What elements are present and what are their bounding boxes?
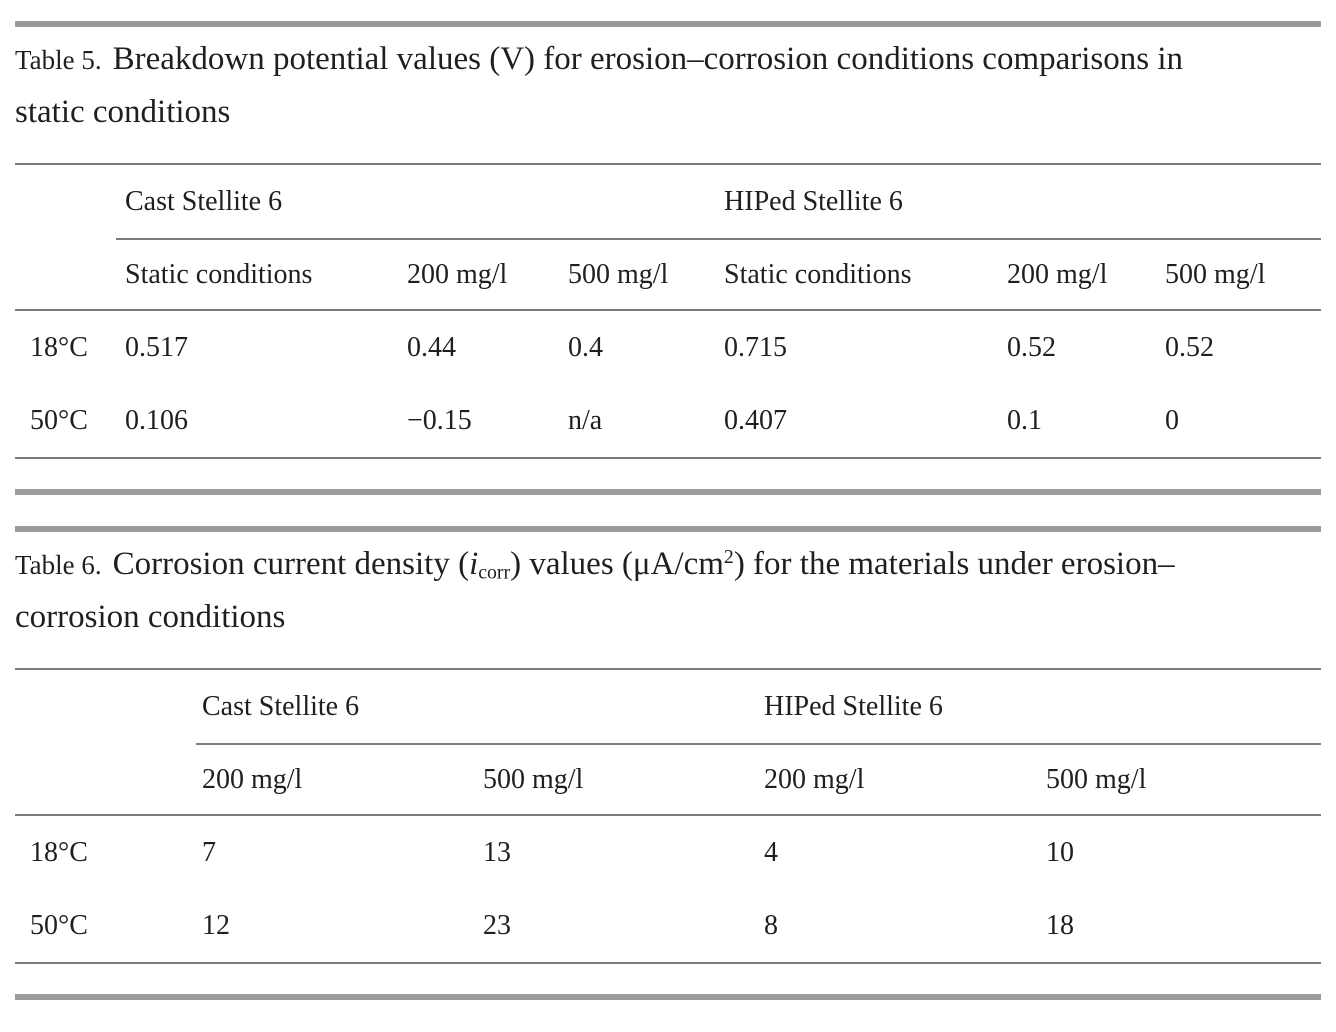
table6-row-50c: 50°C 12 23 8 18 [15, 889, 1321, 963]
table5-group-stub-cell [15, 164, 116, 239]
table5-caption: Table 5. Breakdown potential values (V) f… [15, 33, 1321, 138]
table6-label: Table 6. [15, 550, 102, 580]
table6-caption-var-i: i [469, 546, 479, 582]
table5-row-18c-label: 18°C [30, 331, 88, 363]
table6-caption-post: ) for the materials under erosion– [733, 546, 1175, 582]
table5-col-static-hiped: Static conditions [724, 239, 1008, 311]
table6-cell-50c-200-cast: 12 [202, 909, 230, 941]
table6-caption-line1: Table 6. Corrosion current density (icorr… [15, 538, 1321, 591]
table5-cell-50c-500-cast: n/a [568, 404, 603, 436]
table6-col-200-hiped: 200 mg/l [764, 744, 1047, 816]
table5-cell-50c-static-hiped: 0.407 [724, 404, 788, 436]
table5-cell-18c-200-hiped: 0.52 [1007, 331, 1057, 363]
table5-cell-50c-static-cast: 0.106 [125, 404, 188, 436]
table5-caption-text1: Breakdown potential values (V) for erosi… [112, 41, 1184, 77]
table6-bottom-heavy-rule [15, 994, 1321, 1000]
table6-cell-18c-500-hiped: 10 [1046, 836, 1075, 868]
table5-col-static-cast: Static conditions [116, 239, 407, 311]
table6-caption-line2: corrosion conditions [15, 591, 1321, 643]
table5-col-500-hiped: 500 mg/l [1165, 239, 1322, 311]
table5-caption-line1: Table 5. Breakdown potential values (V) f… [15, 33, 1321, 86]
table6: Cast Stellite 6 HIPed Stellite 6 200 mg/… [15, 668, 1322, 964]
table6-group-hiped-stellite: HIPed Stellite 6 [764, 669, 1322, 745]
table5-column-header-row: Static conditions 200 mg/l 500 mg/l Stat… [15, 239, 1322, 311]
table6-cell-50c-500-cast: 23 [483, 909, 511, 941]
table6-col-500-cast: 500 mg/l [483, 744, 765, 816]
table5-row-18c: 18°C 0.517 0.44 0.4 0.715 0.52 0.52 [15, 310, 1321, 384]
table6-group-header-row: Cast Stellite 6 HIPed Stellite 6 [15, 669, 1322, 745]
table6-cell-18c-200-cast: 7 [202, 836, 216, 868]
table5-group-hiped-stellite: HIPed Stellite 6 [724, 164, 1322, 240]
table6-group-stub-cell [15, 669, 196, 744]
table5-cell-50c-200-hiped: 0.1 [1007, 404, 1043, 436]
table5-row-50c: 50°C 0.106 −0.15 n/a 0.407 0.1 0 [15, 384, 1321, 458]
table6-cell-50c-500-hiped: 18 [1046, 909, 1075, 941]
table6-header-stub-cell [15, 744, 196, 816]
table5-label: Table 5. [15, 45, 102, 75]
table5-cell-18c-static-cast: 0.517 [125, 331, 188, 363]
table6-cell-18c-500-cast: 13 [483, 836, 511, 868]
table6-caption-pre: Corrosion current density ( [112, 546, 470, 582]
table6-cell-50c-200-hiped: 8 [764, 909, 779, 941]
table6-caption-sub-corr: corr [478, 561, 511, 584]
table5-header-stub-cell [15, 239, 116, 311]
table5-cell-50c-200-cast: −0.15 [407, 404, 472, 436]
table6-caption-text2: corrosion conditions [15, 599, 286, 635]
table5-group-cast-stellite: Cast Stellite 6 [116, 164, 725, 240]
table5-bottom-heavy-rule [15, 489, 1321, 495]
table6-col-500-hiped: 500 mg/l [1046, 744, 1322, 816]
table6-caption-sup-2: 2 [723, 546, 734, 569]
table5-caption-line2: static conditions [15, 86, 1321, 138]
table5-caption-text2: static conditions [15, 94, 231, 130]
table5-cell-18c-500-cast: 0.4 [568, 331, 603, 363]
table6-col-200-cast: 200 mg/l [196, 744, 483, 816]
table5-top-heavy-rule [15, 21, 1321, 27]
table5: Cast Stellite 6 HIPed Stellite 6 Static … [15, 163, 1322, 459]
table6-group-cast-stellite: Cast Stellite 6 [196, 669, 765, 745]
table6-row-18c: 18°C 7 13 4 10 [15, 815, 1321, 889]
table5-col-200-cast: 200 mg/l [407, 239, 568, 311]
table6-row-50c-label: 50°C [30, 909, 88, 941]
table6-top-heavy-rule [15, 526, 1321, 532]
table5-cell-50c-500-hiped: 0 [1165, 404, 1180, 436]
table6-caption: Table 6. Corrosion current density (icorr… [15, 538, 1321, 643]
table5-cell-18c-500-hiped: 0.52 [1165, 331, 1215, 363]
table5-row-50c-label: 50°C [30, 404, 88, 436]
table6-row-18c-label: 18°C [30, 836, 88, 868]
table6-caption-mid: ) values (μA/cm [510, 546, 724, 582]
table5-group-header-row: Cast Stellite 6 HIPed Stellite 6 [15, 164, 1322, 240]
table5-col-200-hiped: 200 mg/l [1007, 239, 1166, 311]
table5-cell-18c-200-cast: 0.44 [407, 331, 456, 363]
table6-column-header-row: 200 mg/l 500 mg/l 200 mg/l 500 mg/l [15, 744, 1322, 816]
table6-cell-18c-200-hiped: 4 [764, 836, 779, 868]
table5-cell-18c-static-hiped: 0.715 [724, 331, 788, 363]
table5-col-500-cast: 500 mg/l [568, 239, 725, 311]
